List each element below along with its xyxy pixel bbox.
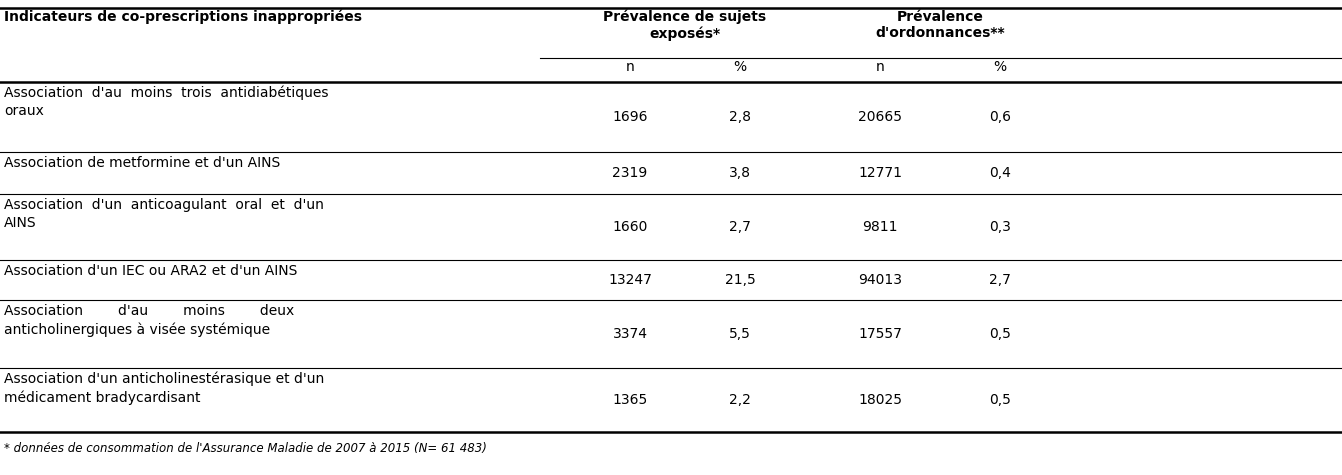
Text: 2,7: 2,7 xyxy=(989,273,1011,287)
Text: %: % xyxy=(734,60,746,74)
Text: 17557: 17557 xyxy=(858,327,902,341)
Text: 18025: 18025 xyxy=(858,393,902,407)
Text: Association  d'au  moins  trois  antidiabétiques
oraux: Association d'au moins trois antidiabéti… xyxy=(4,86,329,118)
Text: 0,3: 0,3 xyxy=(989,220,1011,234)
Text: 3,8: 3,8 xyxy=(729,166,752,180)
Text: 1365: 1365 xyxy=(612,393,648,407)
Text: 1660: 1660 xyxy=(612,220,648,234)
Text: n: n xyxy=(625,60,635,74)
Text: 5,5: 5,5 xyxy=(729,327,752,341)
Text: 2319: 2319 xyxy=(612,166,648,180)
Text: * données de consommation de l'Assurance Maladie de 2007 à 2015 (N= 61 483): * données de consommation de l'Assurance… xyxy=(4,442,487,455)
Text: Association        d'au        moins        deux
anticholinergiques à visée syst: Association d'au moins deux anticholiner… xyxy=(4,304,294,336)
Text: Association d'un IEC ou ARA2 et d'un AINS: Association d'un IEC ou ARA2 et d'un AIN… xyxy=(4,264,298,278)
Text: Association  d'un  anticoagulant  oral  et  d'un
AINS: Association d'un anticoagulant oral et d… xyxy=(4,198,323,230)
Text: 13247: 13247 xyxy=(608,273,652,287)
Text: 12771: 12771 xyxy=(858,166,902,180)
Text: Indicateurs de co-prescriptions inappropriées: Indicateurs de co-prescriptions inapprop… xyxy=(4,10,362,25)
Text: 94013: 94013 xyxy=(858,273,902,287)
Text: 0,6: 0,6 xyxy=(989,110,1011,124)
Text: 2,2: 2,2 xyxy=(729,393,752,407)
Text: n: n xyxy=(875,60,884,74)
Text: 0,4: 0,4 xyxy=(989,166,1011,180)
Text: 21,5: 21,5 xyxy=(725,273,756,287)
Text: 9811: 9811 xyxy=(863,220,898,234)
Text: 20665: 20665 xyxy=(858,110,902,124)
Text: 0,5: 0,5 xyxy=(989,327,1011,341)
Text: Prévalence
d'ordonnances**: Prévalence d'ordonnances** xyxy=(875,10,1005,40)
Text: Association d'un anticholinestérasique et d'un
médicament bradycardisant: Association d'un anticholinestérasique e… xyxy=(4,372,325,405)
Text: 2,8: 2,8 xyxy=(729,110,752,124)
Text: Association de metformine et d'un AINS: Association de metformine et d'un AINS xyxy=(4,156,280,170)
Text: Prévalence de sujets
exposés*: Prévalence de sujets exposés* xyxy=(604,10,766,41)
Text: 2,7: 2,7 xyxy=(729,220,752,234)
Text: 0,5: 0,5 xyxy=(989,393,1011,407)
Text: %: % xyxy=(993,60,1006,74)
Text: 3374: 3374 xyxy=(612,327,647,341)
Text: 1696: 1696 xyxy=(612,110,648,124)
